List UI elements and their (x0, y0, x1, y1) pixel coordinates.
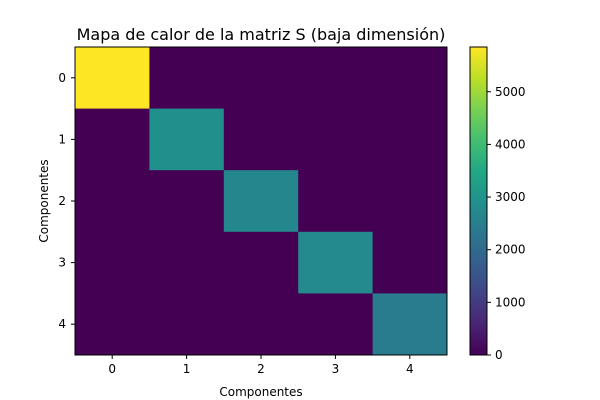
heatmap-cell (223, 108, 299, 171)
heatmap-cell (75, 108, 150, 171)
x-axis: 0 1 2 3 4 (108, 355, 414, 376)
heatmap-cell (298, 231, 374, 294)
heatmap-cell (223, 47, 299, 110)
heatmap-cell (149, 47, 225, 110)
heatmap-cell (223, 293, 299, 356)
chart-title: Mapa de calor de la matriz S (baja dimen… (77, 25, 446, 44)
colorbar-tick-label: 0 (495, 348, 503, 362)
x-tick-label: 0 (108, 362, 116, 376)
colorbar-frame (469, 46, 488, 356)
heatmap-cell (223, 231, 299, 294)
y-axis-label: Componentes (37, 159, 51, 242)
x-axis-label: Componentes (219, 385, 302, 399)
heatmap-cell (372, 170, 448, 233)
heatmap-cell (75, 47, 150, 110)
heatmap-cell (75, 231, 150, 294)
colorbar-tick-label: 5000 (495, 85, 526, 99)
colorbar-tick-label: 2000 (495, 243, 526, 257)
colorbar-tick-label: 4000 (495, 137, 526, 151)
colorbar (470, 47, 487, 355)
heatmap-cell (75, 293, 150, 356)
heatmap-cell (223, 170, 299, 233)
colorbar-tick-label: 3000 (495, 190, 526, 204)
heatmap-cell (149, 231, 225, 294)
heatmap-cell (298, 47, 374, 110)
y-tick-label: 1 (58, 132, 66, 146)
x-tick-label: 1 (183, 362, 191, 376)
y-tick-label: 4 (58, 317, 66, 331)
colorbar-axis: 0 1000 2000 3000 4000 5000 (487, 85, 526, 362)
heatmap-cell (149, 293, 225, 356)
heatmap-cell (372, 293, 448, 356)
heatmap-cell (372, 47, 448, 110)
heatmap-cell (372, 108, 448, 171)
heatmap-cell (298, 170, 374, 233)
y-axis: 0 1 2 3 4 (58, 71, 75, 331)
x-tick-label: 3 (332, 362, 340, 376)
y-tick-label: 2 (58, 194, 66, 208)
heatmap-cell (75, 170, 150, 233)
heatmap-cell (372, 231, 448, 294)
y-tick-label: 0 (58, 71, 66, 85)
heatmap-cells (75, 47, 448, 356)
heatmap-cell (298, 293, 374, 356)
heatmap-cell (149, 170, 225, 233)
heatmap-cell (298, 108, 374, 171)
x-tick-label: 4 (406, 362, 414, 376)
heatmap-cell (149, 108, 225, 171)
y-tick-label: 3 (58, 256, 66, 270)
colorbar-tick-label: 1000 (495, 295, 526, 309)
x-tick-label: 2 (257, 362, 265, 376)
